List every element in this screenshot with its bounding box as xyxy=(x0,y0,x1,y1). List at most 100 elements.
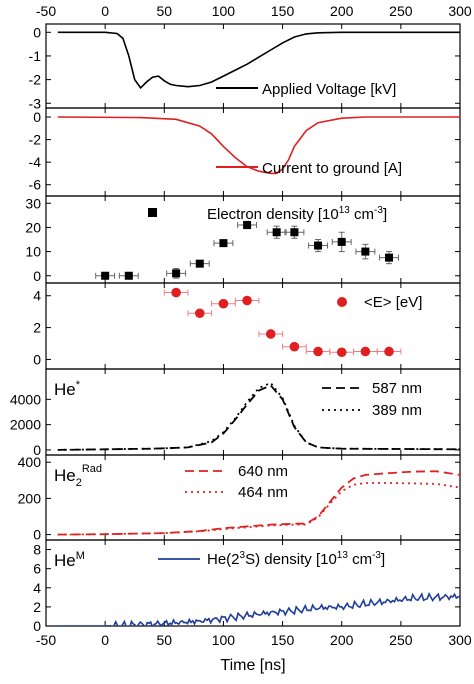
x-tick-label-top: 150 xyxy=(271,3,295,19)
x-tick-label-top: -50 xyxy=(36,3,56,19)
y-tick-label: 0 xyxy=(33,268,41,284)
square-marker xyxy=(195,259,204,268)
legend-circle-marker xyxy=(337,297,347,307)
data-point xyxy=(329,347,355,358)
y-tick-label: 10 xyxy=(25,244,41,260)
legend-text-part: S) density [10 xyxy=(245,551,337,568)
legend: Current to ground [A] xyxy=(216,160,402,177)
y-tick-label: -3 xyxy=(29,95,42,111)
x-tick-label-bottom: 150 xyxy=(271,632,295,648)
data-point xyxy=(234,295,260,306)
y-tick-label: -2 xyxy=(29,132,42,148)
legend: Electron density [1013 cm-3] xyxy=(148,205,387,223)
x-tick-label-bottom: 0 xyxy=(101,632,109,648)
x-tick-label-bottom: 100 xyxy=(212,632,236,648)
legend-label: 587 nm xyxy=(372,380,422,397)
species-label: HeM xyxy=(54,550,85,570)
data-point xyxy=(118,271,139,280)
x-tick-label-bottom: 200 xyxy=(330,632,354,648)
x-tick-label-top: 250 xyxy=(389,3,413,19)
series-line xyxy=(57,591,460,626)
y-tick-label: 2000 xyxy=(10,417,41,433)
circle-marker xyxy=(171,287,181,298)
species-subscript: 2 xyxy=(76,477,82,489)
legend: He(23S) density [1013 cm-3] xyxy=(158,550,385,568)
panel-frame xyxy=(45,23,461,109)
data-point xyxy=(211,298,236,309)
circle-marker xyxy=(194,308,205,319)
legend-label: He(23S) density [1013 cm-3] xyxy=(207,550,385,568)
data-point xyxy=(187,308,213,319)
data-point xyxy=(331,231,352,253)
panel-data xyxy=(57,116,460,175)
species-superscript: M xyxy=(76,550,85,562)
square-marker xyxy=(290,228,299,237)
data-point xyxy=(95,271,116,280)
panel-data xyxy=(57,470,460,536)
circle-marker xyxy=(265,329,276,339)
y-tick-label: 0 xyxy=(33,618,41,634)
x-tick-label-bottom: -50 xyxy=(36,632,56,648)
y-tick-label: 30 xyxy=(25,195,41,211)
panel-frame xyxy=(45,107,461,197)
series-line xyxy=(57,31,460,90)
y-tick-label: 200 xyxy=(18,490,42,506)
y-tick-label: 0 xyxy=(33,24,41,40)
data-point xyxy=(213,239,234,248)
legend: 640 nm 464 nm xyxy=(185,463,288,501)
x-tick-label-bottom: 250 xyxy=(389,632,413,648)
circle-marker xyxy=(289,341,300,352)
legend-superscript: 13 xyxy=(337,550,349,561)
square-marker xyxy=(385,253,394,262)
square-marker xyxy=(172,269,181,278)
x-tick-label-bottom: 50 xyxy=(156,632,172,648)
legend-label: Electron density [1013 cm-3] xyxy=(207,205,387,223)
species-label: He* xyxy=(54,379,81,399)
square-marker xyxy=(124,271,133,280)
data-point xyxy=(308,239,329,253)
legend-text-part: Electron density [10 xyxy=(207,206,339,223)
y-tick-label: 400 xyxy=(18,454,42,470)
panel-density: 0 10 20 30 Electron density [1013 cm-3] xyxy=(25,195,461,284)
panel-data xyxy=(95,220,399,280)
legend-text-part: cm xyxy=(348,551,372,568)
panel-he2: 0 200 400 640 nm 464 nm He2Rad xyxy=(18,454,461,543)
panel-data xyxy=(57,591,460,626)
y-tick-label: 6 xyxy=(33,561,41,577)
legend-label: 464 nm xyxy=(238,484,288,501)
panel-voltage: 0 -1 -2 -3 Applied Voltage [kV] xyxy=(29,23,461,111)
circle-marker xyxy=(218,298,229,309)
circle-marker xyxy=(384,346,394,357)
y-tick-label: 0 xyxy=(33,442,41,458)
species-superscript: * xyxy=(76,379,81,391)
species-base: He xyxy=(54,551,76,570)
legend-superscript: 3 xyxy=(240,550,246,561)
legend-text-part: ] xyxy=(381,551,385,568)
x-tick-label-top: 300 xyxy=(448,3,472,19)
panel-he: 0 2000 4000 587 nm 389 nm He* xyxy=(10,368,461,458)
y-tick-label: 4000 xyxy=(10,391,41,407)
data-point xyxy=(355,243,376,260)
shared-time-axis: Time [ns] -50-50005050100100150150200200… xyxy=(36,3,472,674)
y-tick-label: 4 xyxy=(33,288,41,304)
x-tick-label-bottom: 300 xyxy=(448,632,472,648)
legend: <E> [eV] xyxy=(337,294,422,311)
circle-marker xyxy=(313,346,323,357)
panel-current: 0 -2 -4 -6 Current to ground [A] xyxy=(29,107,461,197)
data-point xyxy=(305,346,331,357)
square-marker xyxy=(314,241,323,250)
x-tick-label-top: 50 xyxy=(156,3,172,19)
x-tick-label-top: 200 xyxy=(330,3,354,19)
y-tick-label: -4 xyxy=(29,154,42,170)
species-base: He xyxy=(54,380,76,399)
data-point xyxy=(163,287,189,298)
circle-marker xyxy=(360,346,371,357)
series-line xyxy=(57,384,460,451)
data-point xyxy=(166,268,187,279)
y-tick-label: 2 xyxy=(33,599,41,615)
panel-frame xyxy=(45,539,461,627)
panel-energy: 0 2 4 <E> [eV] xyxy=(33,282,461,370)
y-tick-label: 4 xyxy=(33,580,41,596)
data-point xyxy=(189,259,210,268)
data-point xyxy=(284,225,305,239)
